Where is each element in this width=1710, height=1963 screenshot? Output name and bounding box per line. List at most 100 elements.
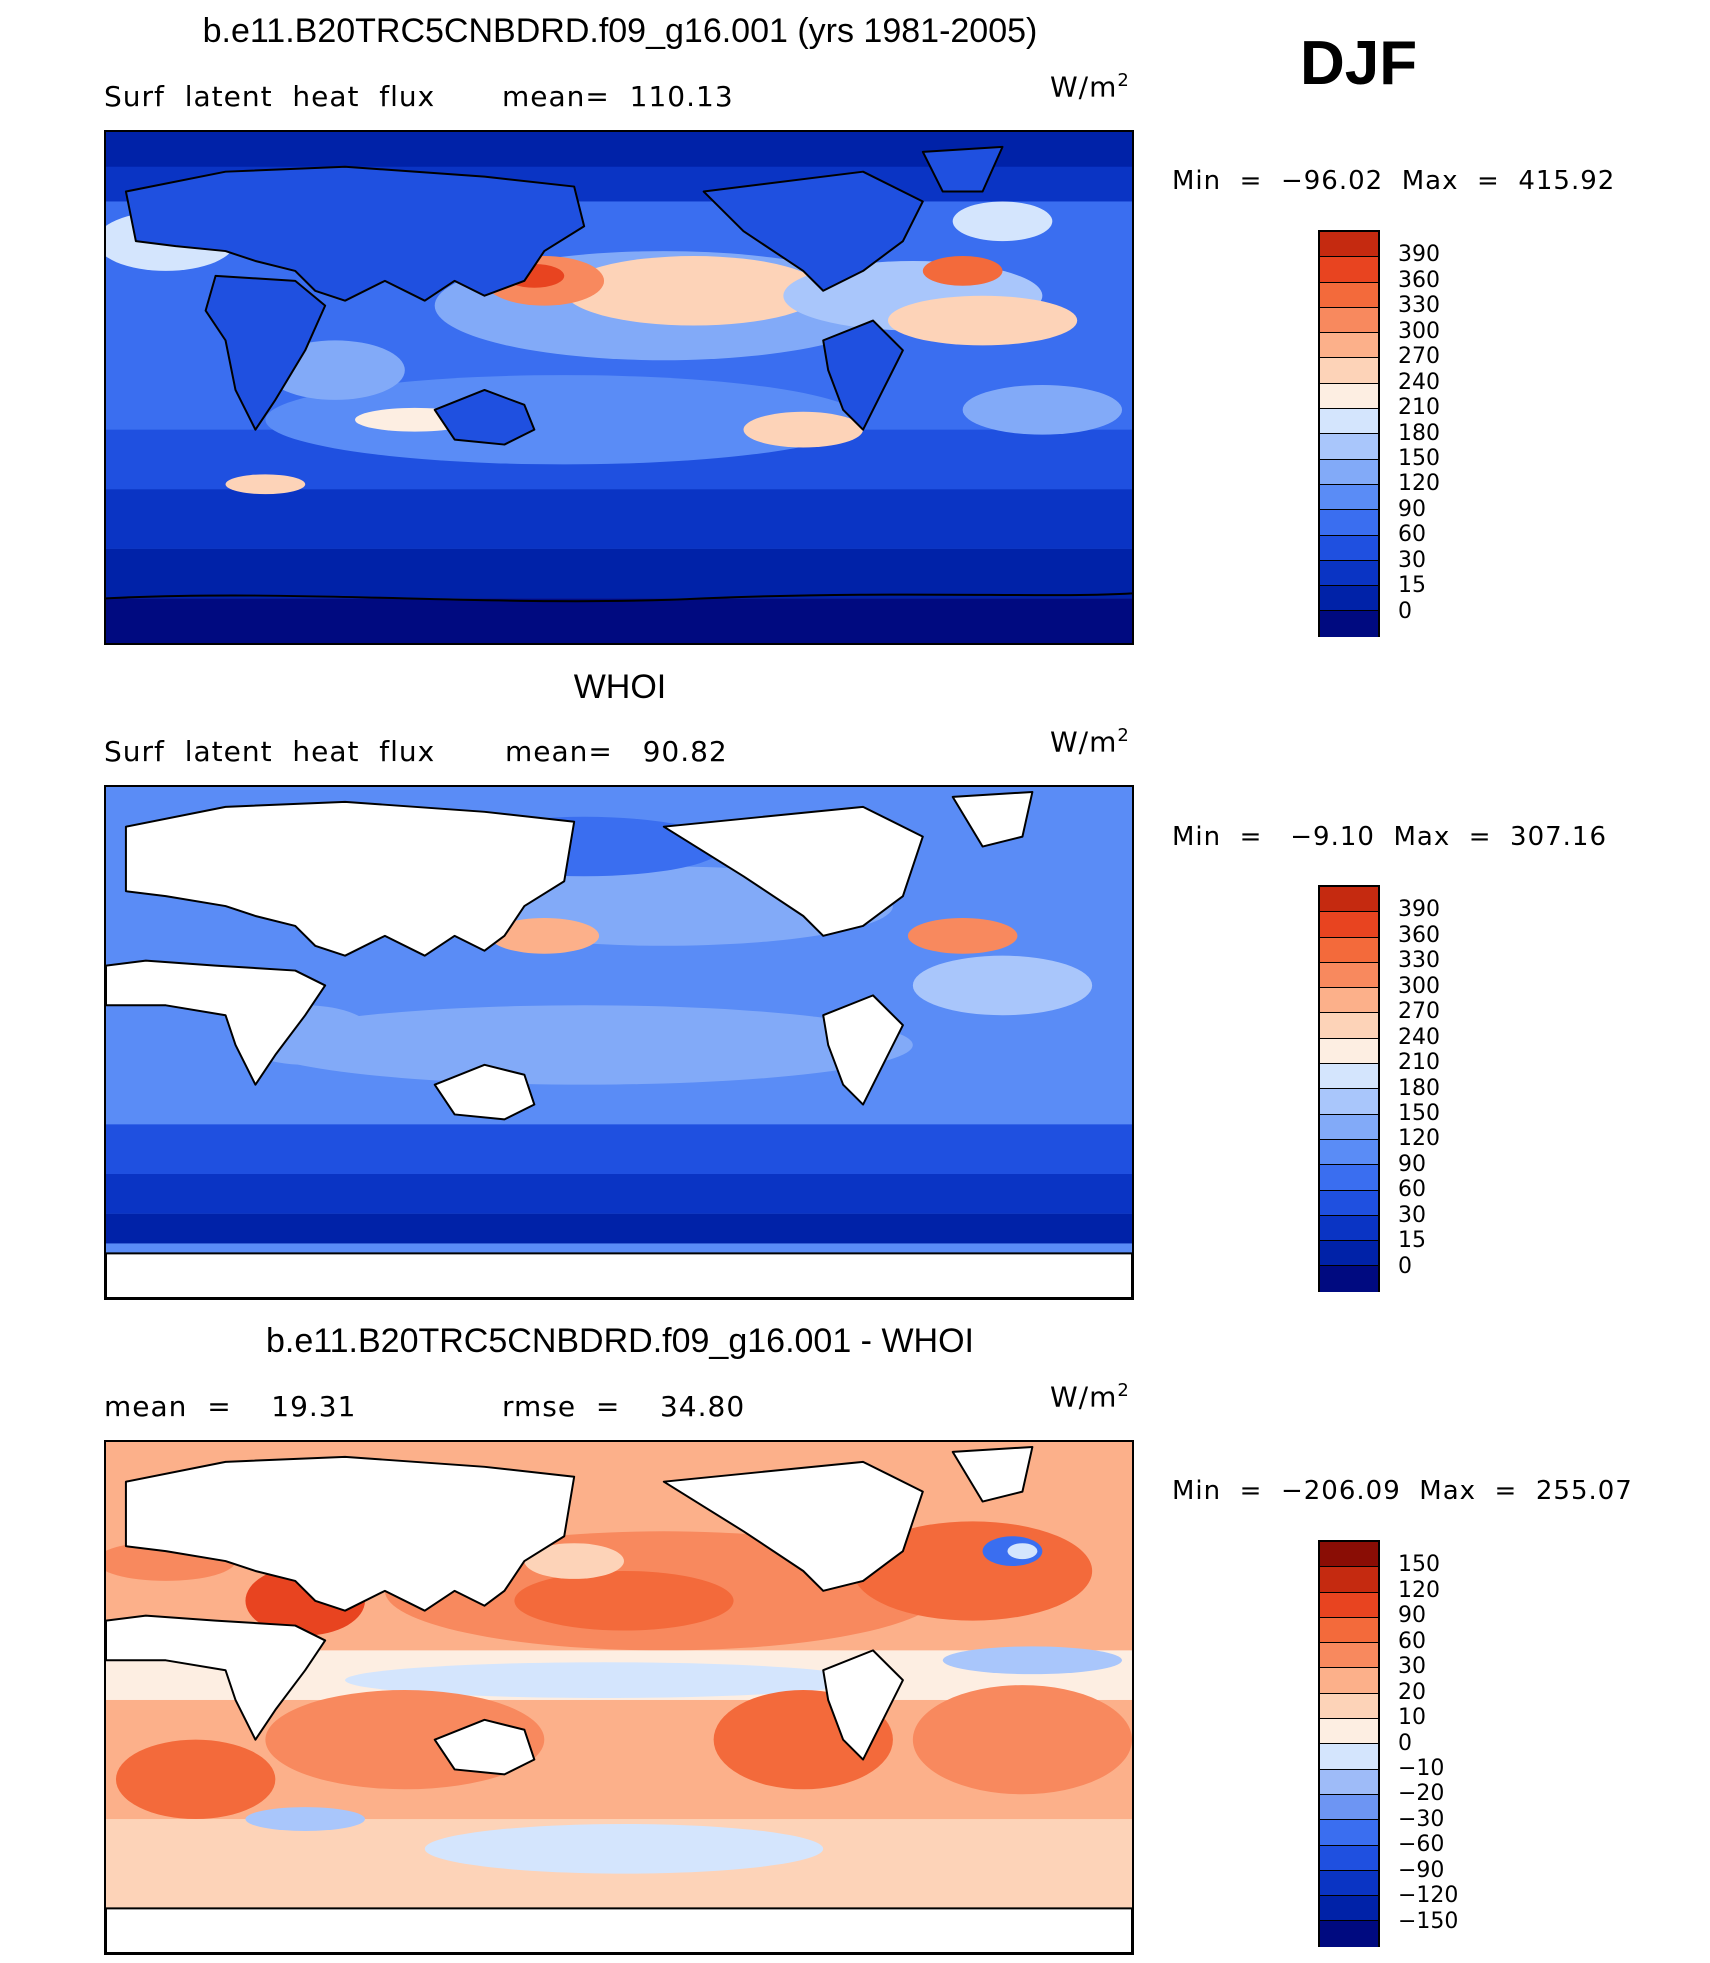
colorbar-cell: [1320, 1114, 1378, 1140]
colorbar-cell: [1320, 1215, 1378, 1242]
colorbar-tick-label: 240: [1398, 369, 1440, 395]
colorbar-tick-label: 90: [1398, 1603, 1426, 1629]
colorbar-cell: [1320, 1013, 1378, 1039]
colorbar-cell: [1320, 333, 1378, 359]
colorbar-tick-label: 60: [1398, 522, 1426, 548]
colorbar-cell: [1320, 988, 1378, 1014]
colorbar-tick-label: 360: [1398, 922, 1440, 948]
panel1-colorbar: [1318, 230, 1380, 637]
colorbar-cell: [1320, 1542, 1378, 1568]
colorbar-tick-label: 10: [1398, 1705, 1426, 1731]
colorbar-cell: [1320, 1266, 1378, 1292]
colorbar-cell: [1320, 1165, 1378, 1191]
panel1-units: W/m2: [1050, 70, 1130, 104]
colorbar-tick-label: 0: [1398, 1253, 1412, 1279]
colorbar-cell: [1320, 484, 1378, 511]
colorbar-cell: [1320, 1820, 1378, 1846]
colorbar-cell: [1320, 510, 1378, 536]
panel3-units: W/m2: [1050, 1380, 1130, 1414]
colorbar-cell: [1320, 586, 1378, 612]
panel2-variable-label: Surf latent heat flux: [104, 735, 436, 768]
panel2-title: WHOI: [573, 668, 667, 706]
colorbar-tick-label: 20: [1398, 1679, 1426, 1705]
colorbar-tick-label: 180: [1398, 420, 1440, 446]
panel3-minmax: Min = −206.09 Max = 255.07: [1172, 1476, 1633, 1506]
colorbar-tick-label: 360: [1398, 267, 1440, 293]
colorbar-tick-label: 30: [1398, 547, 1426, 573]
colorbar-cell: [1320, 1139, 1378, 1166]
panel3-map-svg: [106, 1442, 1132, 1953]
colorbar-cell: [1320, 1617, 1378, 1644]
colorbar-cell: [1320, 1744, 1378, 1770]
colorbar-cell: [1320, 1668, 1378, 1694]
panel2-map: [104, 785, 1134, 1300]
panel3-title: b.e11.B20TRC5CNBDRD.f09_g16.001 - WHOI: [265, 1322, 974, 1360]
colorbar-tick-label: 330: [1398, 293, 1440, 319]
colorbar-tick-label: 60: [1398, 1177, 1426, 1203]
colorbar-tick-label: −30: [1398, 1806, 1445, 1832]
colorbar-cell: [1320, 1769, 1378, 1795]
colorbar-cell: [1320, 434, 1378, 460]
colorbar-tick-label: 30: [1398, 1654, 1426, 1680]
panel1-title: b.e11.B20TRC5CNBDRD.f09_g16.001 (yrs 198…: [202, 12, 1038, 50]
colorbar-cell: [1320, 257, 1378, 283]
colorbar-tick-label: −60: [1398, 1832, 1445, 1858]
colorbar-tick-label: 150: [1398, 1100, 1440, 1126]
colorbar-cell: [1320, 282, 1378, 308]
colorbar-tick-label: −90: [1398, 1857, 1445, 1883]
colorbar-tick-label: −20: [1398, 1781, 1445, 1807]
colorbar-cell: [1320, 887, 1378, 913]
panel2-units: W/m2: [1050, 725, 1130, 759]
colorbar-tick-label: 240: [1398, 1024, 1440, 1050]
colorbar-cell: [1320, 1719, 1378, 1745]
colorbar-tick-label: 30: [1398, 1202, 1426, 1228]
colorbar-tick-label: 210: [1398, 1050, 1440, 1076]
colorbar-tick-label: 120: [1398, 1126, 1440, 1152]
colorbar-cell: [1320, 459, 1378, 485]
colorbar-cell: [1320, 1845, 1378, 1871]
colorbar-tick-label: 150: [1398, 1552, 1440, 1578]
panel3-mean-label: mean = 19.31: [104, 1390, 357, 1423]
colorbar-cell: [1320, 1064, 1378, 1090]
season-label: DJF: [1300, 29, 1418, 98]
colorbar-tick-label: 0: [1398, 598, 1412, 624]
panel3-map: [104, 1440, 1134, 1955]
colorbar-tick-label: −150: [1398, 1908, 1459, 1934]
colorbar-cell: [1320, 232, 1378, 258]
colorbar-tick-label: 120: [1398, 471, 1440, 497]
colorbar-tick-label: 300: [1398, 318, 1440, 344]
colorbar-tick-label: 300: [1398, 973, 1440, 999]
colorbar-tick-label: 270: [1398, 999, 1440, 1025]
colorbar-cell: [1320, 962, 1378, 989]
colorbar-tick-label: 270: [1398, 344, 1440, 370]
colorbar-tick-label: 15: [1398, 573, 1426, 599]
colorbar-cell: [1320, 383, 1378, 410]
colorbar-cell: [1320, 1241, 1378, 1267]
colorbar-tick-label: 120: [1398, 1577, 1440, 1603]
panel2-mean-label: mean= 90.82: [505, 735, 728, 768]
colorbar-tick-label: 15: [1398, 1228, 1426, 1254]
colorbar-tick-label: 210: [1398, 395, 1440, 421]
panel1-mean-label: mean= 110.13: [502, 80, 734, 113]
panel3-colorbar: [1318, 1540, 1380, 1947]
colorbar-cell: [1320, 1643, 1378, 1669]
colorbar-cell: [1320, 1870, 1378, 1897]
colorbar-tick-label: 150: [1398, 445, 1440, 471]
colorbar-cell: [1320, 535, 1378, 561]
colorbar-tick-label: 180: [1398, 1075, 1440, 1101]
colorbar-cell: [1320, 1089, 1378, 1115]
colorbar-tick-label: 390: [1398, 242, 1440, 268]
colorbar-cell: [1320, 1693, 1378, 1720]
colorbar-cell: [1320, 1190, 1378, 1216]
colorbar-tick-label: −10: [1398, 1755, 1445, 1781]
colorbar-tick-label: 90: [1398, 496, 1426, 522]
panel2-map-svg: [106, 787, 1132, 1298]
colorbar-cell: [1320, 307, 1378, 334]
colorbar-tick-label: −120: [1398, 1883, 1459, 1909]
panel2-colorbar: [1318, 885, 1380, 1292]
panel3-rmse-label: rmse = 34.80: [502, 1390, 746, 1423]
panel1-map: [104, 130, 1134, 645]
colorbar-tick-label: 60: [1398, 1628, 1426, 1654]
colorbar-cell: [1320, 1921, 1378, 1947]
panel1-variable-label: Surf latent heat flux: [104, 80, 436, 113]
